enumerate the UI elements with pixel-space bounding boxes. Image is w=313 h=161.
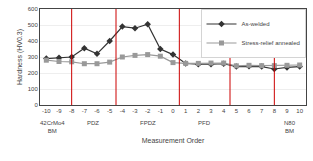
svg-text:0: 0 xyxy=(34,102,38,108)
svg-text:1: 1 xyxy=(184,108,188,114)
svg-text:-1: -1 xyxy=(158,108,164,114)
svg-text:Measurement Order: Measurement Order xyxy=(142,137,205,144)
svg-text:-8: -8 xyxy=(69,108,75,114)
svg-text:600: 600 xyxy=(28,6,39,12)
svg-text:-3: -3 xyxy=(132,108,138,114)
svg-text:500: 500 xyxy=(28,22,39,28)
svg-text:3: 3 xyxy=(209,108,213,114)
svg-text:400: 400 xyxy=(28,38,39,44)
svg-text:-6: -6 xyxy=(94,108,100,114)
svg-text:2: 2 xyxy=(197,108,201,114)
svg-text:-5: -5 xyxy=(107,108,113,114)
svg-text:5: 5 xyxy=(235,108,239,114)
svg-text:N80BM: N80BM xyxy=(284,120,296,134)
svg-text:7: 7 xyxy=(260,108,264,114)
svg-text:FPDZ: FPDZ xyxy=(140,120,156,126)
svg-text:100: 100 xyxy=(28,86,39,92)
svg-text:200: 200 xyxy=(28,70,39,76)
svg-text:0: 0 xyxy=(171,108,175,114)
svg-text:-9: -9 xyxy=(56,108,62,114)
svg-text:300: 300 xyxy=(28,54,39,60)
svg-text:-4: -4 xyxy=(120,108,126,114)
svg-text:Stress-relief annealed: Stress-relief annealed xyxy=(242,40,300,46)
svg-text:Hardness (HV0.3): Hardness (HV0.3) xyxy=(16,29,24,85)
svg-text:-7: -7 xyxy=(82,108,88,114)
svg-text:-10: -10 xyxy=(42,108,51,114)
svg-text:9: 9 xyxy=(285,108,289,114)
svg-text:6: 6 xyxy=(247,108,251,114)
svg-text:PDZ: PDZ xyxy=(87,120,99,126)
svg-text:PFD: PFD xyxy=(198,120,211,126)
svg-text:10: 10 xyxy=(296,108,303,114)
svg-text:8: 8 xyxy=(273,108,277,114)
svg-text:42CrMo4BM: 42CrMo4BM xyxy=(40,120,65,134)
svg-text:-2: -2 xyxy=(145,108,151,114)
svg-text:As-welded: As-welded xyxy=(242,21,270,27)
svg-text:4: 4 xyxy=(222,108,226,114)
